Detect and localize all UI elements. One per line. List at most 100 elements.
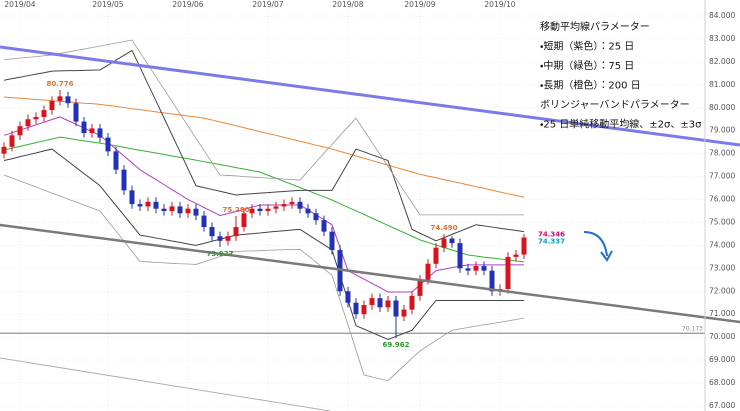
candle-body <box>289 201 295 205</box>
price-annotation: 73.927 <box>206 250 233 258</box>
candle-body <box>153 201 159 209</box>
candle-body <box>329 231 335 250</box>
x-tick-label: 2019/10 <box>484 0 515 9</box>
overlay-layer <box>3 39 525 382</box>
note-line: 移動平均線パラメーター <box>540 20 650 33</box>
candle-body <box>185 208 191 214</box>
x-tick-label: 2019/08 <box>332 0 363 9</box>
candle-body <box>257 208 263 212</box>
indicator-line <box>3 174 525 382</box>
candle-body <box>225 236 231 241</box>
y-tick-label: 72.000 <box>709 286 735 295</box>
candle-body <box>481 266 487 271</box>
candle-body <box>425 263 431 280</box>
candle-body <box>265 208 271 212</box>
indicator-line <box>3 39 524 216</box>
candle-body <box>297 201 303 209</box>
candle-body <box>313 213 319 221</box>
candle-body <box>465 268 471 271</box>
y-tick-label: 70.000 <box>709 332 735 341</box>
candle-body <box>33 116 39 120</box>
candle-body <box>385 300 391 308</box>
x-tick-label: 2019/09 <box>404 0 435 9</box>
candle-body <box>433 247 439 264</box>
x-tick-label: 2019/04 <box>4 0 35 9</box>
indicator-line <box>3 136 525 263</box>
candle-body <box>241 213 247 228</box>
candle-body <box>25 119 31 127</box>
x-tick-label: 2019/07 <box>252 0 283 9</box>
y-tick-label: 71.000 <box>709 309 735 318</box>
candle-body <box>73 103 79 122</box>
candle-body <box>129 190 135 205</box>
y-tick-label: 83.000 <box>709 34 735 43</box>
candle-body <box>505 256 511 289</box>
price-annotation: 80.776 <box>46 80 73 88</box>
candle-body <box>457 243 463 269</box>
candle-body <box>121 169 127 191</box>
candle-body <box>217 236 223 241</box>
y-tick-label: 76.000 <box>709 195 735 204</box>
candle-body <box>97 128 103 138</box>
candle-body <box>441 238 447 248</box>
candle-body <box>201 215 207 228</box>
candle-body <box>321 220 327 232</box>
candle-body <box>65 96 71 104</box>
candle-body <box>401 309 407 317</box>
y-tick-label: 74.000 <box>709 240 735 249</box>
note-line: ・長期（橙色）：200 日 <box>540 79 641 92</box>
candle-body <box>417 279 423 296</box>
grid-layer <box>0 10 705 411</box>
candle-body <box>89 128 95 134</box>
candle-body <box>49 100 55 111</box>
candle-body <box>393 300 399 317</box>
candle-body <box>145 201 151 207</box>
candle-body <box>281 204 287 207</box>
trend-line-bottom <box>0 357 331 411</box>
candle-body <box>1 146 7 154</box>
candle-body <box>489 270 495 292</box>
candle-body <box>249 208 255 214</box>
y-tick-label: 82.000 <box>709 57 735 66</box>
y-tick-label: 80.000 <box>709 103 735 112</box>
candle-body <box>177 206 183 214</box>
candle-body <box>17 126 23 136</box>
candle-body <box>105 137 111 152</box>
y-tick-label: 73.000 <box>709 263 735 272</box>
y-tick-label: 77.000 <box>709 172 735 181</box>
current-price-label: 74.346 <box>538 230 565 238</box>
trend-line-lower <box>0 223 740 324</box>
candle-body <box>473 266 479 271</box>
candle-body <box>377 298 383 308</box>
candle-body <box>513 254 519 257</box>
candle-body <box>193 208 199 216</box>
indicator-line <box>3 49 525 242</box>
price-annotation: 69.962 <box>382 341 409 349</box>
x-tick-label: 2019/05 <box>92 0 123 9</box>
label-layer: 67.000 68.000 69.000 70.000 71.000 72.000 73.0… <box>4 0 735 410</box>
candle-body <box>209 227 215 237</box>
y-tick-label: 68.000 <box>709 378 735 387</box>
candle-body <box>57 96 63 101</box>
candle-body <box>113 151 119 170</box>
candle-body <box>345 291 351 303</box>
y-tick-label: 69.000 <box>709 355 735 364</box>
note-line: ・中期（緑色）：75 日 <box>540 59 634 72</box>
note-line: ・短期（紫色）：25 日 <box>540 40 634 53</box>
candle-body <box>233 227 239 237</box>
price-annotation: 74.490 <box>430 224 457 232</box>
y-tick-label: 67.000 <box>709 401 735 410</box>
candle-body <box>521 237 527 255</box>
arrow-head <box>600 250 613 262</box>
current-price-label: 74.337 <box>538 238 565 246</box>
candle-body <box>137 204 143 207</box>
candle-body <box>409 295 415 310</box>
y-tick-label: 81.000 <box>709 80 735 89</box>
candle-body <box>449 238 455 244</box>
indicator-line <box>3 96 525 198</box>
candle-body <box>169 206 175 212</box>
y-tick-label: 79.000 <box>709 126 735 135</box>
arrow <box>583 231 608 257</box>
